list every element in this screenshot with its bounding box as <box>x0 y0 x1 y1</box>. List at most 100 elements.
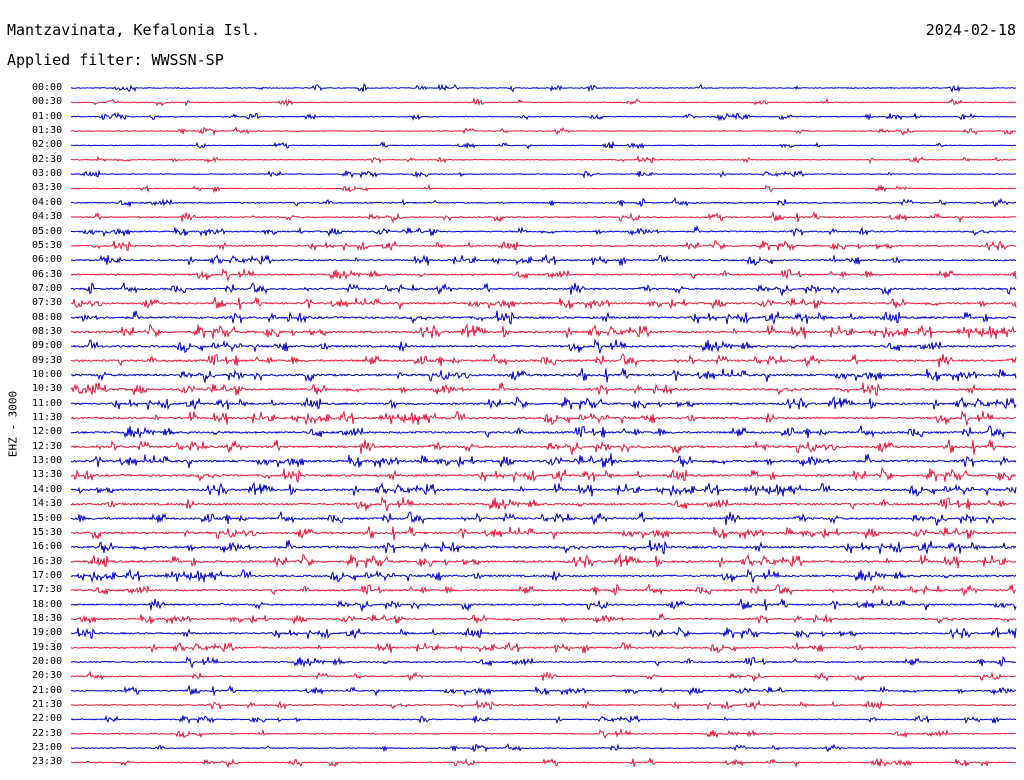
time-label: 14:00 <box>32 483 63 495</box>
time-label: 10:00 <box>32 369 63 380</box>
time-label: 03:30 <box>32 182 63 194</box>
trace-row <box>70 254 1017 266</box>
trace-row <box>71 338 1017 354</box>
trace-row <box>70 395 1017 411</box>
time-label: 16:30 <box>32 555 63 567</box>
trace-row <box>70 699 1017 711</box>
trace-row <box>70 727 1017 740</box>
time-label: 20:30 <box>32 670 63 682</box>
time-label: 19:00 <box>32 627 63 639</box>
time-label: 19:30 <box>32 641 63 653</box>
time-label: 02:30 <box>32 153 63 165</box>
trace-row <box>70 111 1017 122</box>
time-label: 17:30 <box>32 584 63 596</box>
date-label: 2024-02-18 <box>925 21 1016 39</box>
time-label: 15:00 <box>32 512 63 524</box>
time-label: 07:00 <box>32 282 63 294</box>
trace-row <box>70 267 1017 283</box>
trace-row <box>70 670 1017 683</box>
time-label: 16:00 <box>32 541 63 553</box>
time-label: 14:30 <box>32 498 63 510</box>
trace-row <box>70 425 1017 439</box>
time-label: 08:00 <box>32 311 63 323</box>
trace-row <box>71 598 1017 613</box>
trace-row <box>70 684 1017 697</box>
time-label: 08:30 <box>32 325 63 337</box>
trace-row <box>70 169 1017 179</box>
time-label: 00:30 <box>32 96 63 108</box>
trace-row <box>70 310 1016 326</box>
time-label: 01:30 <box>32 125 63 137</box>
trace-row <box>70 467 1017 483</box>
trace-row <box>70 409 1017 426</box>
time-label: 03:00 <box>32 168 63 180</box>
trace-row <box>70 126 1017 136</box>
time-label: 04:00 <box>32 196 63 208</box>
trace-row <box>70 641 1017 654</box>
trace-row <box>70 495 1017 512</box>
trace-row <box>70 140 1017 150</box>
trace-row <box>70 526 1017 541</box>
trace-row <box>70 367 1017 383</box>
time-label: 01:00 <box>32 110 63 122</box>
trace-row <box>70 626 1017 640</box>
trace-row <box>70 353 1017 368</box>
trace-row <box>70 281 1017 298</box>
trace-row <box>70 453 1017 469</box>
trace-row <box>70 553 1017 569</box>
time-label: 12:00 <box>32 426 63 438</box>
trace-row <box>70 154 1017 165</box>
time-label: 22:30 <box>32 727 63 739</box>
filter-label: Applied filter: WWSSN-SP <box>7 51 224 69</box>
time-label: 04:30 <box>32 211 63 223</box>
time-label: 05:00 <box>32 225 63 237</box>
time-label: 21:30 <box>32 699 63 711</box>
trace-row <box>70 239 1017 252</box>
time-label: 05:30 <box>32 239 63 251</box>
time-label: 17:00 <box>32 569 63 581</box>
trace-row <box>71 224 1017 238</box>
trace-row <box>70 210 1017 224</box>
time-label: 09:30 <box>32 354 63 366</box>
time-label: 09:00 <box>32 340 63 352</box>
time-label: 18:30 <box>32 612 63 624</box>
time-labels: 00:00 00:30 01:00 01:30 02:00 02:30 03:00 03:30… <box>0 0 70 780</box>
trace-row <box>70 583 1017 597</box>
trace-row <box>70 539 1017 555</box>
time-label: 13:00 <box>32 455 63 467</box>
time-label: 06:00 <box>32 254 63 266</box>
trace-row <box>71 656 1017 669</box>
trace-row <box>71 742 1017 753</box>
trace-row <box>70 323 1017 340</box>
time-label: 18:00 <box>32 598 63 610</box>
trace-row <box>70 568 1017 584</box>
time-label: 15:30 <box>32 526 63 538</box>
time-label: 06:30 <box>32 268 63 280</box>
trace-row <box>70 481 1017 498</box>
time-label: 22:00 <box>32 713 63 725</box>
trace-row <box>70 714 1017 725</box>
trace-row <box>71 613 1017 626</box>
trace-row <box>70 297 1017 310</box>
trace-row <box>70 183 1016 194</box>
trace-row <box>71 96 1016 107</box>
trace-row <box>70 196 1017 208</box>
time-label: 21:00 <box>32 684 63 696</box>
time-label: 10:30 <box>32 383 63 395</box>
time-label: 07:30 <box>32 297 63 309</box>
time-label: 23:00 <box>32 742 63 754</box>
station-title: Mantzavinata, Kefalonia Isl. <box>7 21 260 39</box>
trace-row <box>70 83 1017 93</box>
time-label: 02:00 <box>32 139 63 151</box>
time-label: 20:00 <box>32 656 63 667</box>
trace-row <box>70 757 1017 769</box>
trace-row <box>70 439 1017 455</box>
time-label: 00:00 <box>32 82 63 93</box>
time-label: 11:00 <box>32 397 63 409</box>
trace-row <box>71 511 1017 526</box>
trace-row <box>70 382 1017 397</box>
time-label: 11:30 <box>32 412 63 424</box>
time-label: 23:30 <box>32 756 63 768</box>
time-label: 12:30 <box>32 440 63 452</box>
